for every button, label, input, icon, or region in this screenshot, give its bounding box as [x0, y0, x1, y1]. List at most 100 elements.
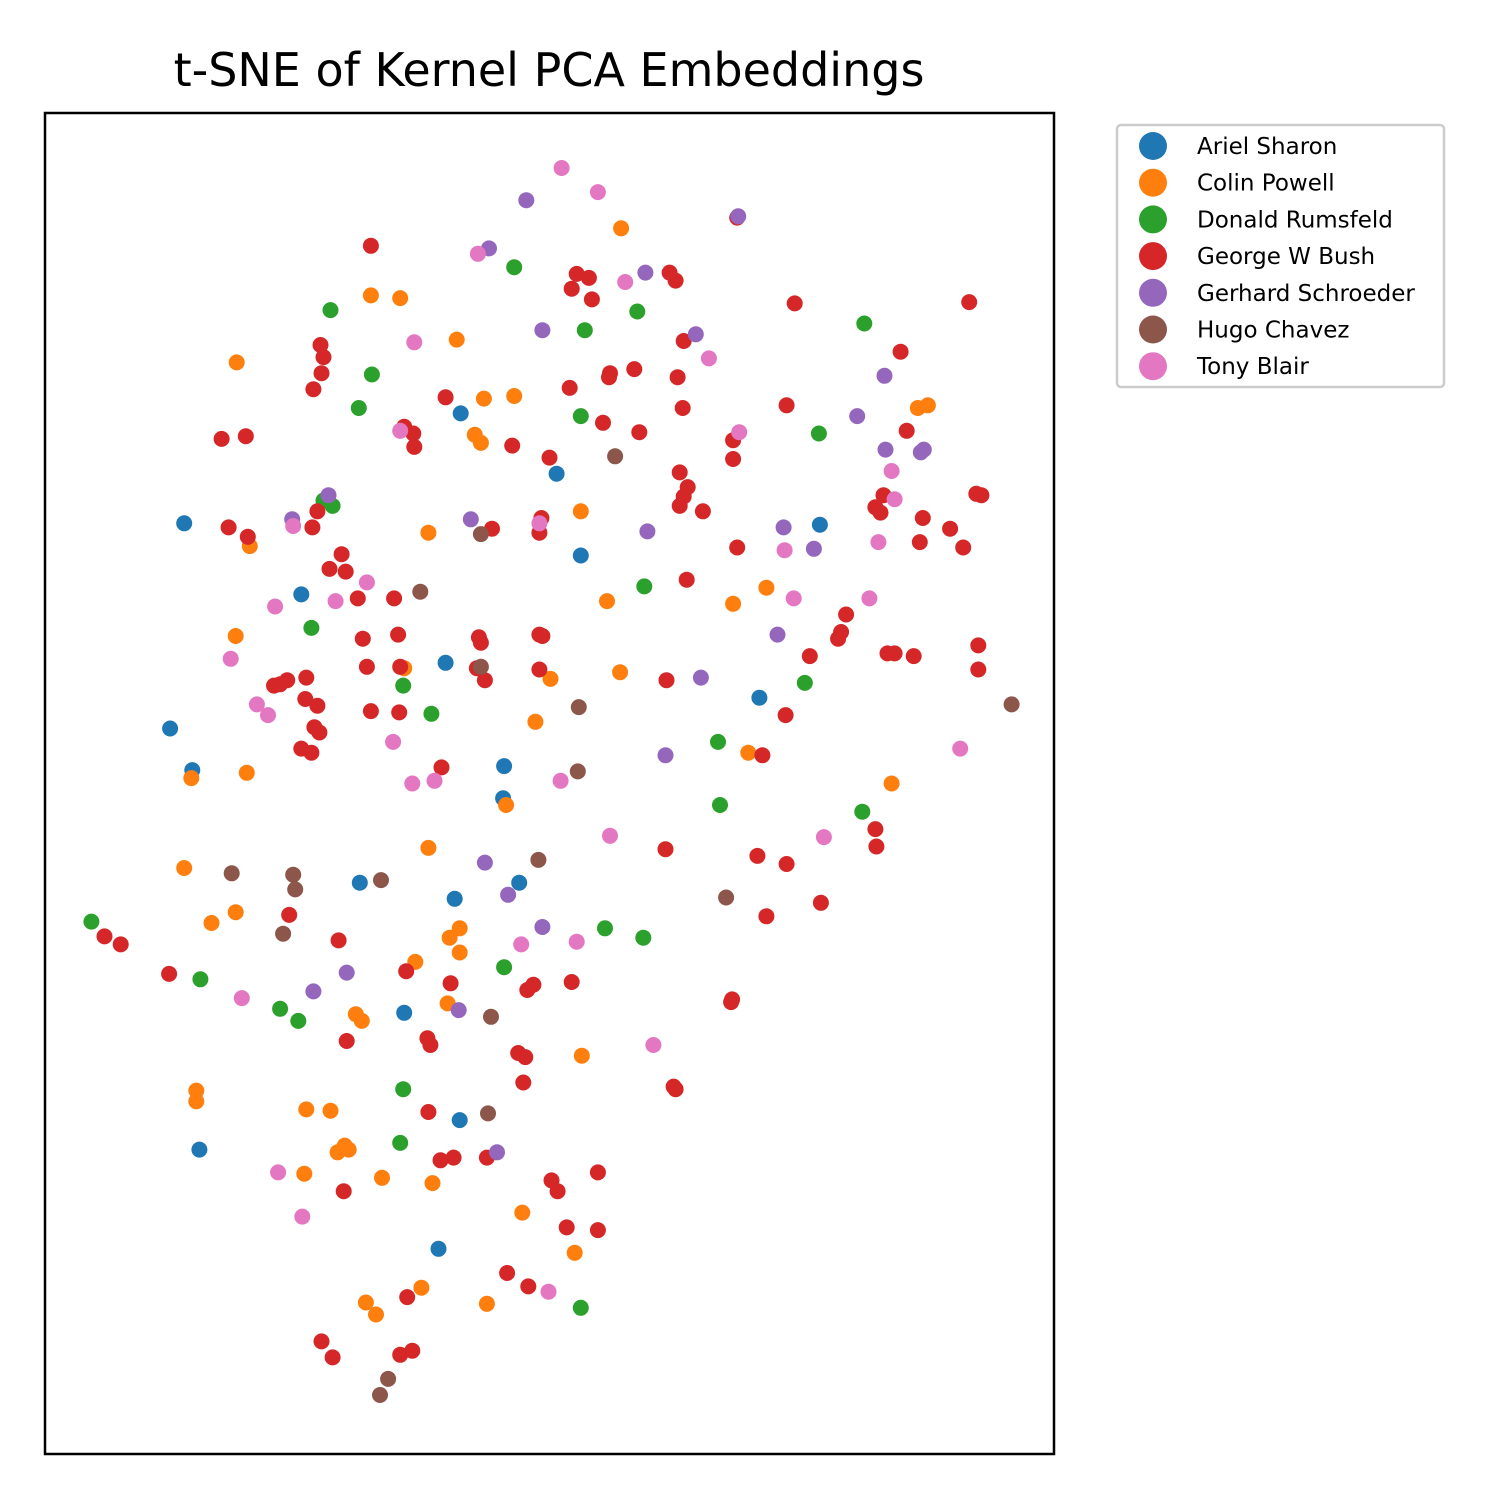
data-point: [483, 1008, 499, 1025]
data-point: [583, 291, 600, 308]
data-point: [534, 628, 551, 644]
data-point: [420, 524, 437, 541]
data-point: [513, 936, 530, 953]
data-point: [657, 747, 674, 764]
legend-entry: Tony Blair: [1139, 352, 1309, 381]
data-point: [796, 674, 813, 691]
data-point: [303, 619, 320, 636]
data-point: [298, 669, 315, 686]
data-point: [478, 1295, 495, 1312]
data-point: [233, 990, 250, 1007]
data-point: [358, 574, 375, 591]
legend-label: Gerhard Schroeder: [1197, 281, 1415, 307]
data-point: [395, 1081, 412, 1098]
data-point: [955, 539, 972, 556]
data-point: [437, 654, 454, 671]
data-point: [563, 974, 580, 990]
data-point: [363, 366, 380, 383]
data-point: [589, 184, 606, 201]
data-point: [472, 434, 489, 451]
data-point: [462, 511, 479, 528]
data-point: [406, 438, 423, 455]
legend-label: George W Bush: [1197, 244, 1375, 270]
data-point: [441, 929, 458, 946]
legend-marker: [1139, 168, 1167, 197]
data-point: [374, 1169, 390, 1186]
data-point: [315, 349, 332, 366]
data-point: [285, 866, 302, 883]
data-point: [385, 733, 402, 750]
legend-entry: Ariel Sharon: [1139, 132, 1337, 160]
series-hugo-chavez: [223, 448, 1020, 1403]
points-layer: [83, 160, 1020, 1403]
legend-label: Donald Rumsfeld: [1197, 207, 1393, 233]
data-point: [287, 881, 304, 898]
data-point: [392, 1346, 409, 1363]
data-point: [801, 648, 818, 665]
data-point: [552, 772, 569, 789]
data-point: [404, 775, 421, 792]
data-point: [294, 1208, 311, 1225]
data-point: [304, 519, 321, 536]
data-point: [718, 889, 735, 906]
data-point: [330, 932, 347, 949]
data-point: [451, 1112, 468, 1129]
data-point: [327, 593, 344, 610]
data-point: [112, 936, 129, 953]
data-point: [810, 425, 827, 442]
data-point: [892, 343, 909, 360]
data-point: [905, 648, 922, 665]
legend-marker: [1139, 242, 1167, 271]
data-point: [413, 1279, 430, 1296]
data-point: [729, 539, 746, 556]
data-point: [876, 367, 893, 384]
data-point: [769, 626, 786, 643]
data-point: [83, 913, 100, 930]
data-point: [687, 326, 704, 343]
data-point: [322, 1102, 339, 1119]
data-point: [373, 872, 389, 889]
data-point: [534, 322, 551, 339]
data-point: [778, 397, 795, 414]
data-point: [730, 208, 747, 225]
data-point: [322, 302, 339, 319]
data-point: [396, 1004, 413, 1021]
data-point: [267, 598, 284, 615]
data-point: [353, 1012, 370, 1029]
data-point: [645, 1037, 662, 1053]
data-point: [222, 650, 239, 667]
data-point: [602, 365, 618, 382]
data-point: [883, 463, 900, 479]
data-point: [669, 369, 686, 386]
data-point: [296, 1165, 313, 1182]
data-point: [740, 744, 757, 761]
data-point: [489, 1144, 505, 1161]
data-point: [811, 516, 828, 533]
data-point: [723, 994, 740, 1011]
data-point: [203, 915, 220, 931]
data-point: [700, 350, 717, 367]
data-point: [511, 874, 528, 891]
data-point: [517, 1049, 534, 1066]
data-point: [886, 645, 903, 662]
data-point: [351, 874, 368, 891]
data-point: [357, 1294, 374, 1311]
data-point: [870, 534, 887, 551]
data-point: [838, 606, 855, 623]
data-point: [754, 747, 771, 764]
data-point: [445, 1149, 462, 1166]
data-point: [305, 983, 322, 1000]
data-point: [239, 528, 256, 545]
data-point: [392, 422, 409, 439]
data-point: [898, 422, 915, 439]
data-point: [362, 237, 379, 254]
data-point: [313, 1333, 330, 1350]
data-point: [162, 720, 179, 737]
legend-label: Hugo Chavez: [1197, 318, 1349, 344]
data-point: [678, 571, 695, 588]
data-point: [496, 758, 513, 775]
series-tony-blair: [222, 160, 969, 1300]
data-point: [306, 719, 323, 736]
data-point: [657, 841, 674, 858]
